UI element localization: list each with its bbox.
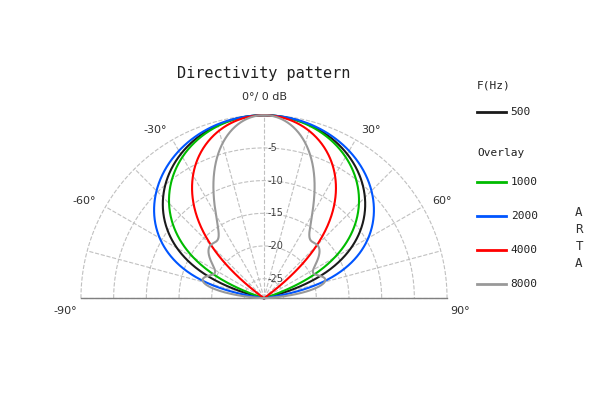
Text: 30°: 30° — [361, 125, 380, 135]
Text: -60°: -60° — [73, 196, 96, 206]
Text: -30°: -30° — [143, 125, 167, 135]
Text: Overlay: Overlay — [477, 148, 524, 158]
Text: 500: 500 — [511, 107, 531, 117]
Text: 60°: 60° — [432, 196, 452, 206]
Text: 1000: 1000 — [511, 177, 538, 187]
Text: -20: -20 — [268, 241, 284, 251]
Text: -5: -5 — [268, 143, 277, 153]
Text: -15: -15 — [268, 208, 284, 218]
Text: -25: -25 — [268, 274, 284, 284]
Text: -90°: -90° — [53, 306, 77, 316]
Text: 4000: 4000 — [511, 245, 538, 255]
Text: 8000: 8000 — [511, 279, 538, 289]
Text: 0°/ 0 dB: 0°/ 0 dB — [241, 92, 287, 102]
Text: 90°: 90° — [451, 306, 470, 316]
Title: Directivity pattern: Directivity pattern — [178, 66, 350, 81]
Text: F(Hz): F(Hz) — [477, 80, 511, 90]
Text: A
R
T
A: A R T A — [575, 206, 583, 270]
Text: -10: -10 — [268, 176, 283, 186]
Text: 2000: 2000 — [511, 211, 538, 221]
